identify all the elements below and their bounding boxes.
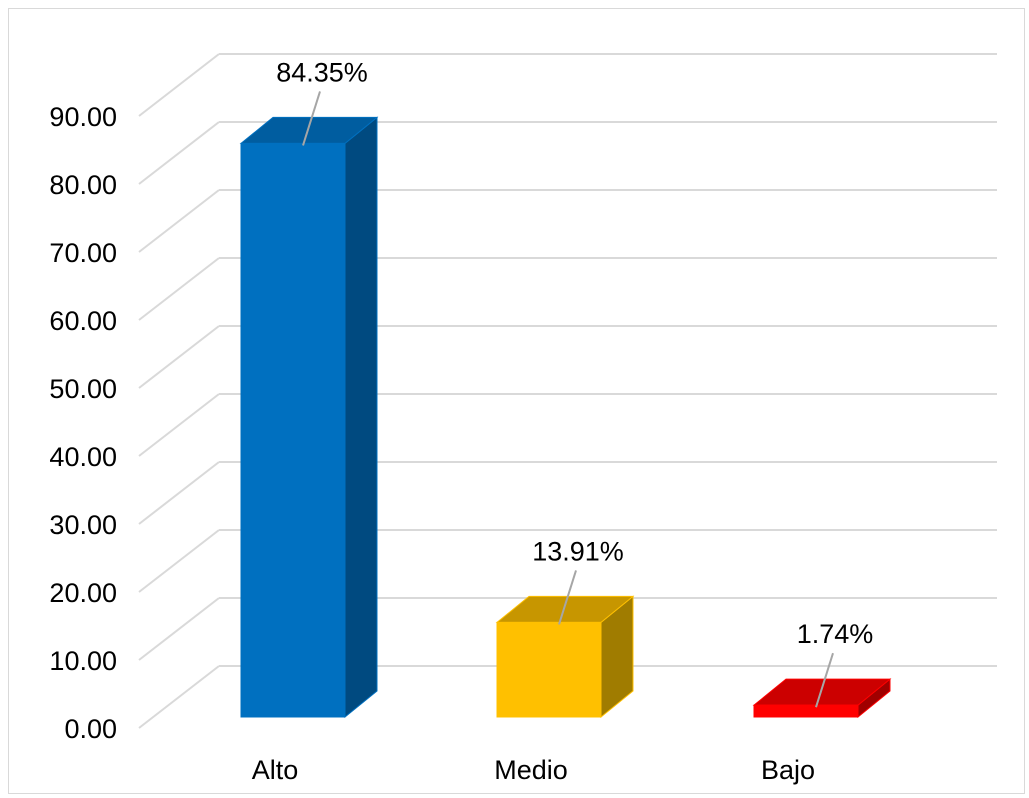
y-tick-label: 20.00	[49, 578, 117, 608]
category-label: Bajo	[761, 755, 815, 785]
gridline-diagonal	[138, 53, 220, 117]
y-tick-label: 80.00	[49, 170, 117, 200]
y-tick-label: 0.00	[64, 714, 117, 744]
x-axis-categories: Alto Medio Bajo	[252, 755, 815, 785]
y-tick-label: 60.00	[49, 306, 117, 336]
gridline-diagonal	[138, 393, 220, 457]
leader-line	[815, 652, 834, 708]
gridline-diagonal	[138, 597, 220, 661]
gridline-diagonal	[138, 665, 220, 729]
y-tick-label: 30.00	[49, 510, 117, 540]
bars	[239, 116, 892, 719]
data-label: 13.91%	[532, 536, 624, 566]
y-tick-label: 10.00	[49, 646, 117, 676]
data-label: 1.74%	[797, 619, 874, 649]
bar-side	[344, 116, 378, 719]
gridline-diagonal	[138, 529, 220, 593]
gridline-diagonal	[138, 325, 220, 389]
gridline-diagonal	[138, 189, 220, 253]
gridline-diagonal	[138, 257, 220, 321]
y-tick-label: 90.00	[49, 102, 117, 132]
bar	[753, 704, 859, 718]
bar	[496, 621, 602, 718]
category-label: Alto	[252, 755, 299, 785]
y-tick-label: 70.00	[49, 238, 117, 268]
category-label: Medio	[494, 755, 568, 785]
data-label: 84.35%	[276, 57, 368, 87]
gridline-diagonal	[138, 461, 220, 525]
bar	[240, 142, 346, 718]
y-axis-ticks: 0.00 10.00 20.00 30.00 40.00 50.00 60.00 70.00 8…	[49, 102, 117, 744]
y-tick-label: 50.00	[49, 374, 117, 404]
leader-line	[302, 91, 321, 146]
gridline-diagonal	[138, 121, 220, 185]
leader-line	[558, 570, 577, 625]
y-tick-label: 40.00	[49, 442, 117, 472]
data-labels: 84.35% 13.91% 1.74%	[276, 57, 874, 708]
bar-chart: 0.00 10.00 20.00 30.00 40.00 50.00 60.00 70.00 8…	[49, 53, 997, 785]
chart-frame: 0.00 10.00 20.00 30.00 40.00 50.00 60.00 70.00 8…	[8, 8, 1025, 794]
